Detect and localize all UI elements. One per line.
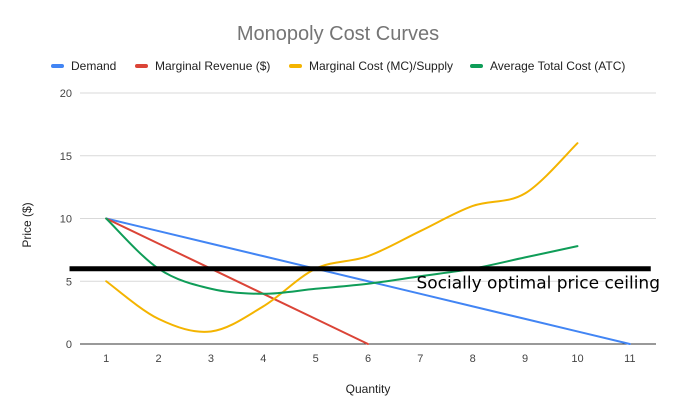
x-tick-label: 10 [571, 353, 583, 365]
legend-swatch-marginal-cost-mc-supply [289, 64, 302, 68]
series-line-demand [105, 217, 631, 345]
legend-swatch-demand [51, 64, 64, 68]
y-tick-label: 20 [60, 88, 72, 100]
x-tick-label: 11 [624, 353, 635, 365]
y-axis-ticks: 0 5 10 15 20 [60, 88, 72, 351]
x-axis-ticks: 1 2 3 4 5 6 7 8 9 10 11 [103, 353, 635, 365]
x-tick-label: 6 [365, 353, 371, 365]
chart-title: Monopoly Cost Curves [237, 23, 439, 45]
y-tick-label: 5 [66, 276, 72, 288]
x-tick-label: 3 [208, 353, 214, 365]
x-tick-label: 5 [313, 353, 319, 365]
series-line-marginal-cost-mc-supply [105, 142, 579, 333]
legend-label-marginal-cost-mc-supply: Marginal Cost (MC)/Supply [309, 59, 453, 73]
legend-label-marginal-revenue: Marginal Revenue ($) [155, 59, 270, 73]
legend-swatch-average-total-cost-atc [470, 64, 483, 68]
legend-label-demand: Demand [71, 59, 116, 73]
series-line-marginal-revenue [105, 217, 369, 345]
x-tick-label: 2 [155, 353, 161, 365]
annotations: Socially optimal price ceiling [69, 266, 660, 294]
x-tick-label: 7 [417, 353, 423, 365]
y-tick-label: 0 [66, 339, 72, 351]
legend: Demand Marginal Revenue ($) Marginal Cost … [51, 59, 625, 73]
x-axis-title: Quantity [346, 382, 391, 396]
x-tick-label: 8 [470, 353, 476, 365]
price-ceiling-label: Socially optimal price ceiling [416, 274, 660, 294]
y-tick-label: 10 [60, 214, 72, 226]
x-tick-label: 1 [103, 353, 109, 365]
series-line-average-total-cost-atc [105, 217, 579, 295]
series-lines [105, 142, 631, 345]
gridlines [80, 92, 656, 345]
legend-label-average-total-cost-atc: Average Total Cost (ATC) [490, 59, 625, 73]
y-axis-title: Price ($) [20, 202, 34, 247]
x-tick-label: 4 [260, 353, 266, 365]
x-tick-label: 9 [522, 353, 528, 365]
y-tick-label: 15 [60, 151, 72, 163]
legend-swatch-marginal-revenue [135, 64, 148, 68]
